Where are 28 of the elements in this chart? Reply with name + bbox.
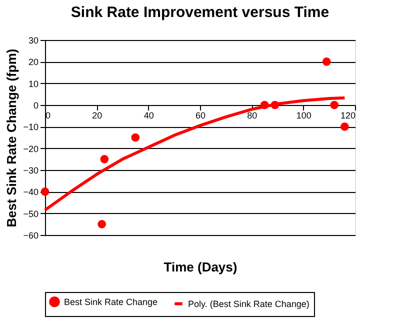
x-tick-label: 0 <box>46 110 51 120</box>
y-tick-label: −10 <box>23 122 38 132</box>
x-tick-label: 40 <box>144 110 154 120</box>
point <box>100 154 109 164</box>
x-tick-label: 100 <box>296 110 312 120</box>
x-tick-label: 60 <box>195 110 206 120</box>
y-tick-label: −20 <box>23 144 38 154</box>
point <box>98 220 106 228</box>
y-tick-label: 30 <box>28 36 38 46</box>
legend-label: Best Sink Rate Change <box>64 296 158 307</box>
y-tick-label: 10 <box>28 78 38 89</box>
chart-title: Sink Rate Improvement versus Time <box>70 4 330 21</box>
point <box>330 100 339 110</box>
y-tick-label: −50 <box>23 208 38 219</box>
x-tick-label: 80 <box>247 110 258 120</box>
point <box>322 57 331 66</box>
y-tick-label: −30 <box>23 166 38 176</box>
y-tick-label: 20 <box>28 57 38 68</box>
point <box>340 122 349 131</box>
x-tick-label: 120 <box>340 110 356 120</box>
y-tick-label: −60 <box>23 230 38 240</box>
y-axis-title: Best Sink Rate Change (fpm) <box>4 48 20 228</box>
x-tick-label: 20 <box>92 110 102 120</box>
point <box>131 133 140 142</box>
legend-label: Poly. (Best Sink Rate Change) <box>188 298 310 309</box>
y-tick-label: −40 <box>23 187 38 198</box>
x-axis-title: Time (Days) <box>164 260 238 274</box>
y-tick-label: 0 <box>33 100 38 110</box>
